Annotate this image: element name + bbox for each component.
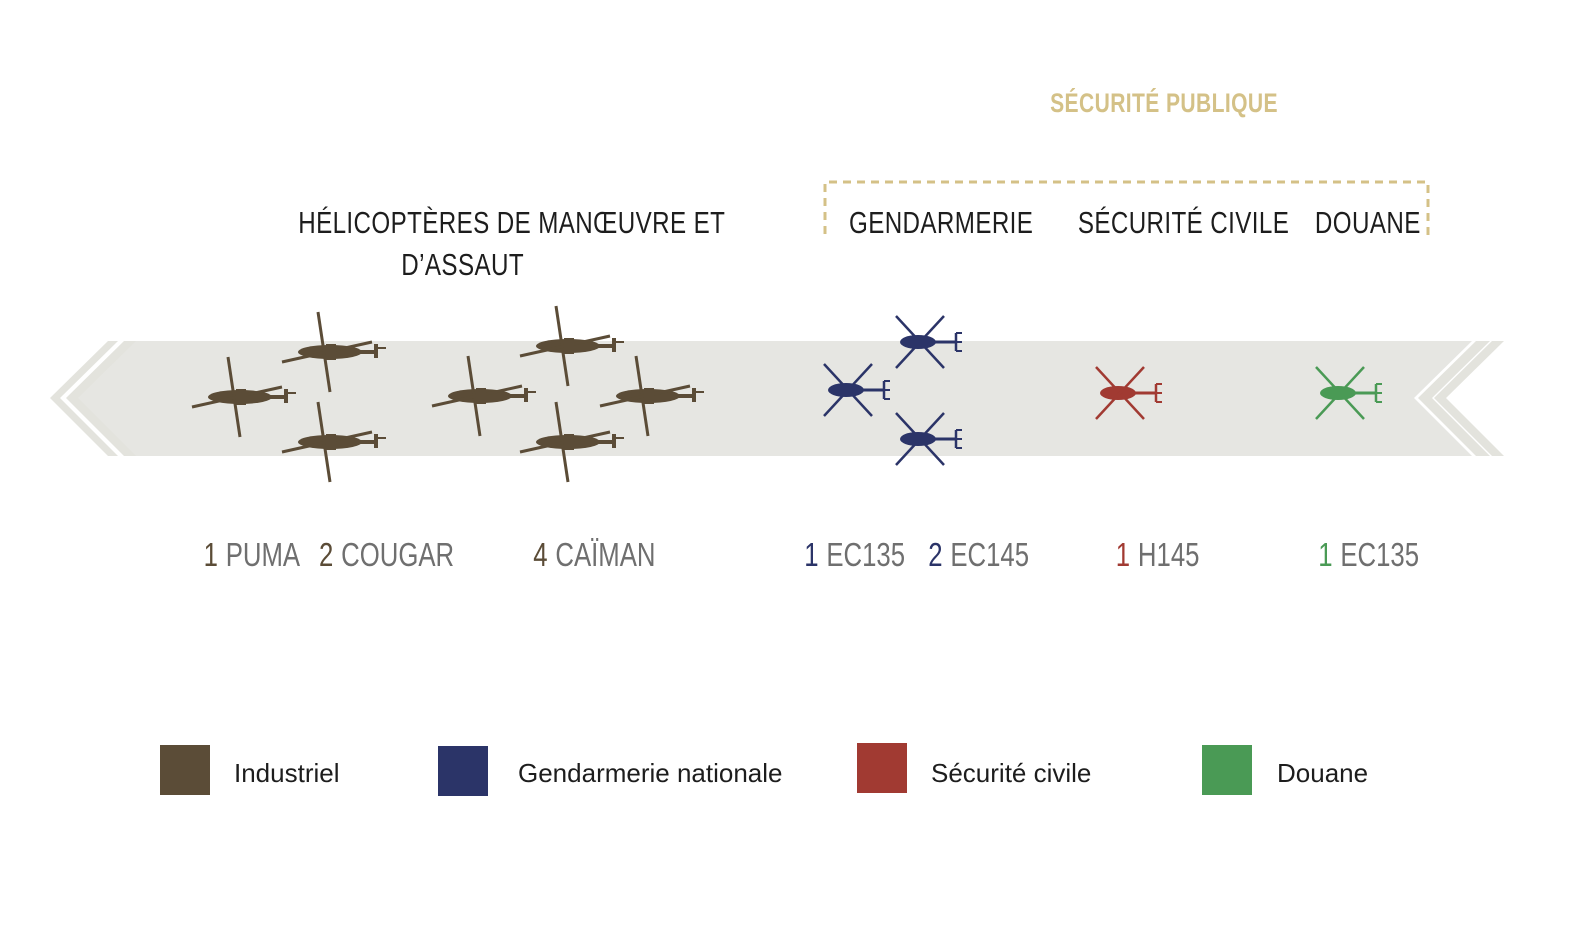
count-h145-number: 1: [1115, 536, 1131, 573]
count-ec145-number: 2: [928, 536, 943, 573]
manoeuvre-title-line1: HÉLICOPTÈRES DE MANŒUVRE ET: [298, 205, 726, 240]
count-puma-number: 1: [203, 536, 218, 573]
securite-publique-bracket: [823, 180, 1430, 236]
helicopter-icon: [895, 412, 962, 466]
manoeuvre-title-line2: D’ASSAUT: [401, 247, 525, 282]
count-puma: 1 PUMA: [190, 536, 300, 574]
helicopter-icon: [431, 355, 536, 437]
douane-title: DOUANE: [1314, 205, 1421, 240]
count-h145-model: H145: [1137, 536, 1200, 573]
securite-publique-title: SÉCURITÉ PUBLIQUE: [1050, 88, 1278, 118]
legend-swatch-securite-civile: [857, 743, 907, 793]
count-h145: 1 H145: [1104, 536, 1200, 574]
legend-swatch-gendarmerie: [438, 746, 488, 796]
count-gendarmerie-ec135: 1 EC135: [790, 536, 905, 574]
manoeuvre-title: HÉLICOPTÈRES DE MANŒUVRE ET D’ASSAUT: [238, 202, 725, 286]
count-caiman-model: CAÏMAN: [555, 536, 656, 573]
right-chevron-inner: [1418, 341, 1490, 456]
count-ec145: 2 EC145: [914, 536, 1029, 574]
douane-title-wrap: DOUANE: [1300, 202, 1420, 244]
legend-label-securite-civile: Sécurité civile: [931, 758, 1092, 788]
gendarmerie-title-wrap: GENDARMERIE: [823, 202, 1033, 244]
count-ec145-model: EC145: [950, 536, 1030, 573]
helicopter-icon: [599, 355, 704, 437]
count-cougar-number: 2: [319, 536, 334, 573]
helicopter-icon: [895, 315, 962, 369]
securite-civile-title: SÉCURITÉ CIVILE: [1077, 205, 1290, 240]
count-cougar-model: COUGAR: [341, 536, 455, 573]
count-gendarmerie-ec135-model: EC135: [826, 536, 906, 573]
gendarmerie-title: GENDARMERIE: [848, 205, 1034, 240]
helicopter-icon: [1095, 366, 1162, 420]
helicopter-icon: [519, 401, 624, 483]
helicopter-icon: [519, 305, 624, 387]
legend-swatch-industriel: [160, 745, 210, 795]
helicopter-icon: [191, 356, 296, 438]
right-chevron-outer: [1434, 341, 1504, 456]
helicopter-icon: [281, 311, 386, 393]
count-puma-model: PUMA: [225, 536, 301, 573]
count-caiman-number: 4: [533, 536, 548, 573]
legend-label-industriel: Industriel: [234, 758, 340, 788]
helicopter-icon: [1315, 366, 1382, 420]
helicopter-icon: [281, 401, 386, 483]
count-douane-ec135: 1 EC135: [1304, 536, 1419, 574]
count-douane-ec135-number: 1: [1318, 536, 1333, 573]
legend-swatch-douane: [1202, 745, 1252, 795]
count-douane-ec135-model: EC135: [1340, 536, 1420, 573]
helicopter-icon: [823, 363, 890, 417]
right-chevrons: [1418, 341, 1504, 456]
band-body: [78, 341, 1472, 456]
securite-civile-title-wrap: SÉCURITÉ CIVILE: [1048, 202, 1289, 244]
count-gendarmerie-ec135-number: 1: [804, 536, 819, 573]
legend-label-douane: Douane: [1277, 758, 1369, 788]
securite-publique-title-wrap: SÉCURITÉ PUBLIQUE: [1018, 88, 1277, 119]
helicopter-icons: [191, 305, 1382, 483]
legend-label-gendarmerie: Gendarmerie nationale: [518, 758, 783, 788]
count-caiman: 4 CAÏMAN: [516, 536, 655, 574]
count-cougar: 2 COUGAR: [300, 536, 454, 574]
